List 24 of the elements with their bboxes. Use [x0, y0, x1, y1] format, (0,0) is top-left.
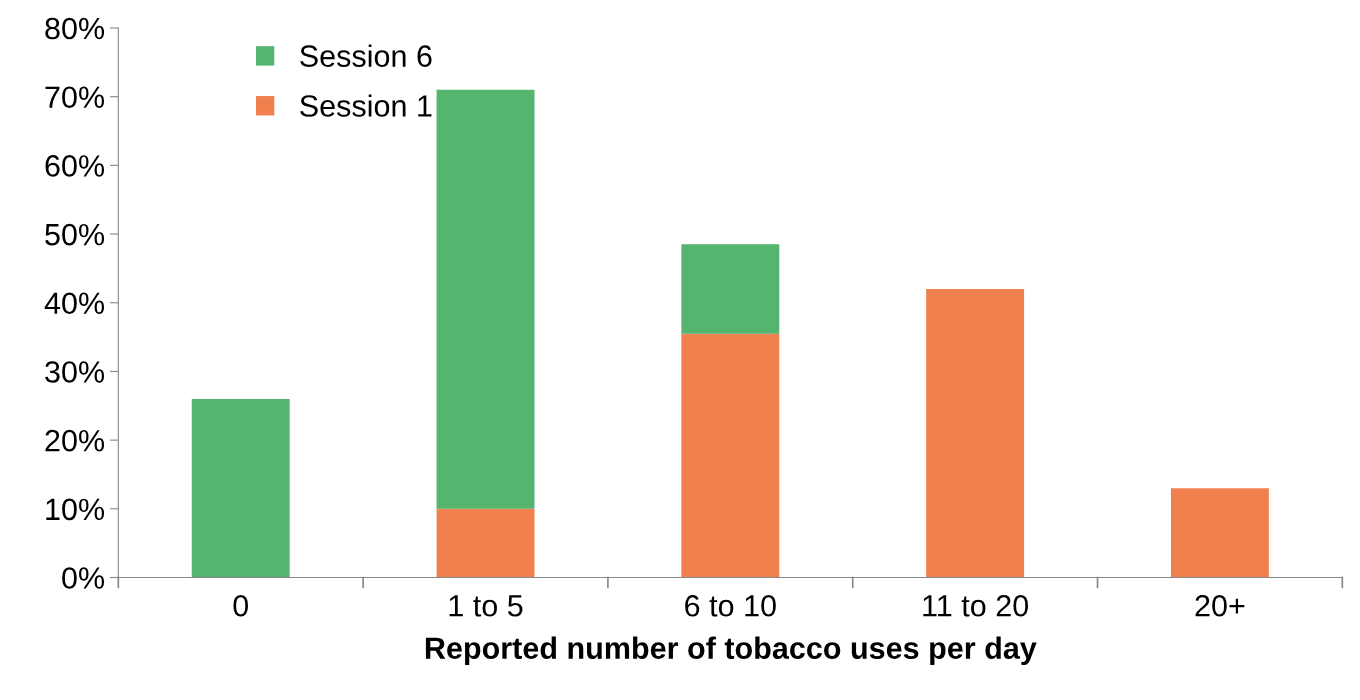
- y-tick-label: 30%: [45, 361, 105, 383]
- y-tick-label: 60%: [45, 155, 105, 177]
- y-tick-label: 40%: [44, 292, 105, 315]
- y-tick-label: 20%: [45, 429, 105, 452]
- x-tick-label: 6 to 10: [685, 594, 776, 617]
- y-tick-label: 50%: [45, 223, 105, 246]
- y-tick-label: 0%: [62, 567, 105, 589]
- bar: [681, 333, 780, 578]
- legend-label: Session 6: [300, 44, 432, 67]
- y-tick-label: 80%: [45, 17, 105, 40]
- bar: [436, 508, 535, 578]
- x-axis-title: Reported number of tobacco uses per day: [425, 636, 1037, 666]
- bar: [1170, 488, 1269, 578]
- x-tick-label: 11 to 20: [923, 594, 1029, 617]
- bar: [191, 398, 290, 578]
- y-tick-label: 10%: [46, 498, 105, 521]
- x-tick-label: 20+: [1195, 594, 1245, 617]
- x-tick-label: 1 to 5: [449, 595, 523, 617]
- x-tick-label: 0: [233, 594, 249, 617]
- y-tick-label: 70%: [45, 86, 105, 109]
- bar: [926, 289, 1025, 578]
- bar: [436, 89, 535, 509]
- bar: [681, 244, 780, 334]
- legend-label: Session 1: [300, 94, 432, 117]
